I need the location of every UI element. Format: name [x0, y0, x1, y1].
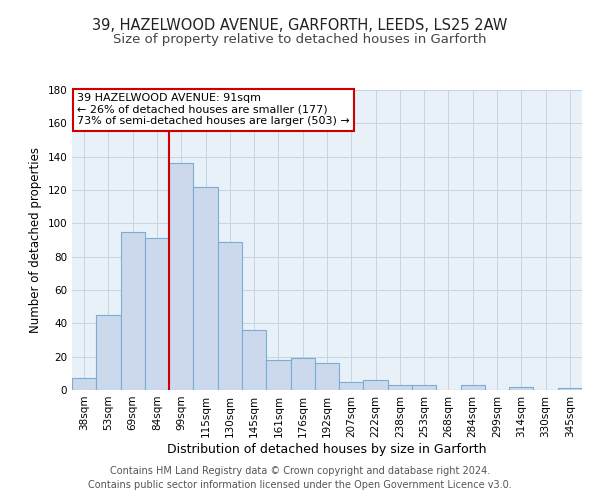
Text: 39 HAZELWOOD AVENUE: 91sqm
← 26% of detached houses are smaller (177)
73% of sem: 39 HAZELWOOD AVENUE: 91sqm ← 26% of deta… [77, 93, 350, 126]
Bar [364, 380, 388, 390]
Bar [72, 378, 96, 390]
Bar [461, 385, 485, 390]
Bar [290, 358, 315, 390]
Bar [169, 164, 193, 390]
Bar [339, 382, 364, 390]
Bar [412, 385, 436, 390]
Bar [509, 386, 533, 390]
Bar [388, 385, 412, 390]
Bar [266, 360, 290, 390]
Bar [242, 330, 266, 390]
Bar [121, 232, 145, 390]
Bar [145, 238, 169, 390]
Bar [218, 242, 242, 390]
Y-axis label: Number of detached properties: Number of detached properties [29, 147, 42, 333]
Text: Contains public sector information licensed under the Open Government Licence v3: Contains public sector information licen… [88, 480, 512, 490]
Bar [558, 388, 582, 390]
Bar [193, 186, 218, 390]
Text: Size of property relative to detached houses in Garforth: Size of property relative to detached ho… [113, 32, 487, 46]
Text: Contains HM Land Registry data © Crown copyright and database right 2024.: Contains HM Land Registry data © Crown c… [110, 466, 490, 476]
Bar [315, 364, 339, 390]
Text: 39, HAZELWOOD AVENUE, GARFORTH, LEEDS, LS25 2AW: 39, HAZELWOOD AVENUE, GARFORTH, LEEDS, L… [92, 18, 508, 32]
Bar [96, 315, 121, 390]
X-axis label: Distribution of detached houses by size in Garforth: Distribution of detached houses by size … [167, 442, 487, 456]
